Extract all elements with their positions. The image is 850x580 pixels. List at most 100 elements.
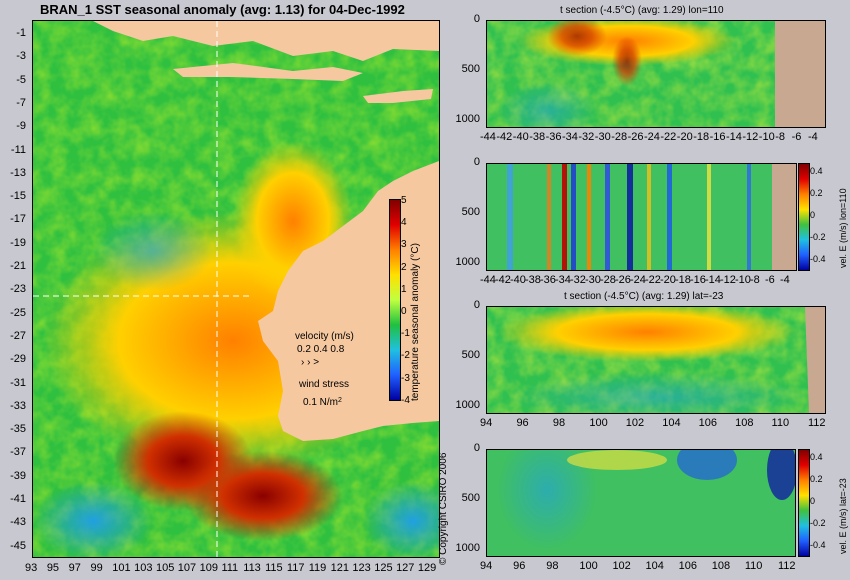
panel2-colorbar: [798, 163, 810, 271]
p2-x-tick: -42: [495, 274, 511, 286]
lon-tick-label: 123: [352, 562, 371, 574]
lat-tick-label: -11: [10, 143, 26, 156]
p1-x-tick: -34: [562, 131, 578, 143]
p2-x-tick: -10: [735, 274, 751, 286]
p3-x-tick: 102: [625, 417, 645, 429]
lon-tick-label: 129: [417, 562, 437, 574]
p3-x-tick: 98: [552, 417, 566, 429]
sst-map-canvas: velocity (m/s) 0.2 0.4 0.8 › › > wind st…: [33, 21, 439, 557]
p2-x-tick: -28: [600, 274, 616, 286]
cool-region: [33, 481, 153, 557]
lon-tick-label: 117: [286, 562, 305, 574]
cool-region: [363, 481, 439, 557]
velocity-scale: 0.2 0.4 0.8: [297, 344, 345, 355]
sst-colorbar-tick: 4: [401, 217, 407, 229]
sst-colorbar-tick: 1: [401, 283, 407, 295]
p3-x-tick: 100: [589, 417, 608, 429]
lon-tick-label: 93: [25, 562, 38, 574]
p2-colorbar-tick: -0.4: [810, 254, 826, 264]
lat-tick-label: -19: [10, 236, 26, 249]
p4-colorbar-tick: 0: [810, 496, 816, 506]
p4-x-tick: 110: [744, 560, 763, 572]
p2-x-tick: -22: [645, 274, 661, 286]
p4-colorbar-tick: -0.2: [810, 518, 826, 528]
p2-x-tick: -20: [660, 274, 676, 286]
lat-tick-label: -21: [10, 260, 26, 273]
lat-tick-label: -41: [10, 493, 26, 506]
p1-x-tick: -22: [660, 131, 677, 143]
p1-x-tick: -10: [758, 131, 775, 143]
lat-tick-label: -15: [10, 190, 26, 203]
p1-x-tick: -38: [529, 131, 546, 143]
lat-tick-label: -1: [16, 27, 26, 39]
velocity-label: velocity (m/s): [295, 331, 354, 342]
lat-tick-label: -27: [10, 329, 26, 342]
panel2-seabed: [772, 163, 797, 271]
p3-x-tick: 108: [735, 417, 754, 429]
panel4-canvas: [487, 450, 795, 556]
p2-x-tick: -30: [585, 274, 601, 286]
sst-colorbar-tick: -3: [401, 372, 410, 384]
lon-tick-label: 105: [155, 562, 175, 574]
p3-y-tick: 500: [461, 349, 480, 361]
sst-anomaly-map: velocity (m/s) 0.2 0.4 0.8 › › > wind st…: [32, 20, 440, 558]
p1-x-tick: -36: [545, 131, 562, 143]
p2-y-tick: 1000: [455, 256, 480, 268]
p1-y-tick: 500: [461, 63, 480, 75]
panel2-colorbar-label: vel. E (m/s) lon=110: [838, 188, 848, 268]
p1-x-tick: -6: [791, 131, 802, 143]
wind-label: wind stress: [298, 379, 349, 390]
p2-x-tick: -26: [615, 274, 631, 286]
p2-x-tick: -18: [675, 274, 691, 286]
p4-x-tick: 106: [678, 560, 698, 572]
sst-colorbar-label: temperature seasonal anomaly (°C): [410, 243, 421, 401]
lon-tick-label: 121: [330, 562, 349, 574]
p3-x-tick: 112: [808, 417, 826, 429]
p2-colorbar-tick: -0.2: [810, 232, 826, 242]
p1-x-tick: -44: [480, 131, 496, 143]
p2-x-tick: -12: [720, 274, 736, 286]
p3-x-tick: 94: [480, 417, 493, 429]
lat-tick-label: -5: [16, 73, 26, 86]
p1-x-tick: -4: [808, 131, 818, 143]
sst-colorbar-tick: -1: [401, 328, 410, 340]
p1-y-tick: 1000: [455, 113, 480, 125]
panel2-canvas: [487, 164, 773, 270]
lat-tick-label: -3: [16, 50, 26, 63]
p2-colorbar-tick: 0.4: [810, 166, 823, 176]
p1-y-tick: 0: [473, 13, 480, 25]
lon-tick-label: 109: [199, 562, 218, 574]
p1-x-tick: -42: [496, 131, 513, 143]
p1-x-tick: -18: [693, 131, 710, 143]
p2-x-tick: -16: [690, 274, 706, 286]
p2-y-tick: 0: [473, 156, 480, 168]
p1-x-tick: -20: [676, 131, 693, 143]
p2-x-tick: -8: [750, 274, 760, 286]
p1-x-tick: -12: [742, 131, 759, 143]
lon-tick-label: 115: [265, 562, 283, 574]
sst-colorbar-tick: 2: [401, 261, 407, 273]
p2-x-tick: -38: [525, 274, 541, 286]
lon-tick-label: 103: [134, 562, 153, 574]
panel1-canvas: [487, 21, 825, 127]
p4-colorbar-tick: 0.2: [810, 474, 823, 484]
p1-x-tick: -30: [594, 131, 611, 143]
lat-tick-label: -33: [10, 399, 26, 412]
p2-x-tick: -40: [510, 274, 526, 286]
p4-x-tick: 98: [546, 560, 559, 572]
p3-x-tick: 106: [698, 417, 718, 429]
p3-x-tick: 110: [771, 417, 790, 429]
p4-y-tick: 500: [461, 492, 480, 504]
p2-x-tick: -36: [540, 274, 556, 286]
p2-y-tick: 500: [461, 206, 480, 218]
p4-x-tick: 112: [778, 560, 796, 572]
p4-x-tick: 96: [513, 560, 526, 572]
lon-tick-label: 111: [221, 562, 239, 574]
p4-colorbar-tick: -0.4: [810, 540, 826, 550]
p4-y-tick: 0: [473, 442, 480, 454]
p2-colorbar-tick: 0: [810, 210, 816, 220]
lon-tick-label: 99: [90, 562, 103, 574]
p1-x-tick: -28: [611, 131, 628, 143]
panel4-colorbar-label: vel. E (m/s) lat=-23: [838, 478, 848, 554]
p4-y-tick: 1000: [455, 542, 480, 554]
